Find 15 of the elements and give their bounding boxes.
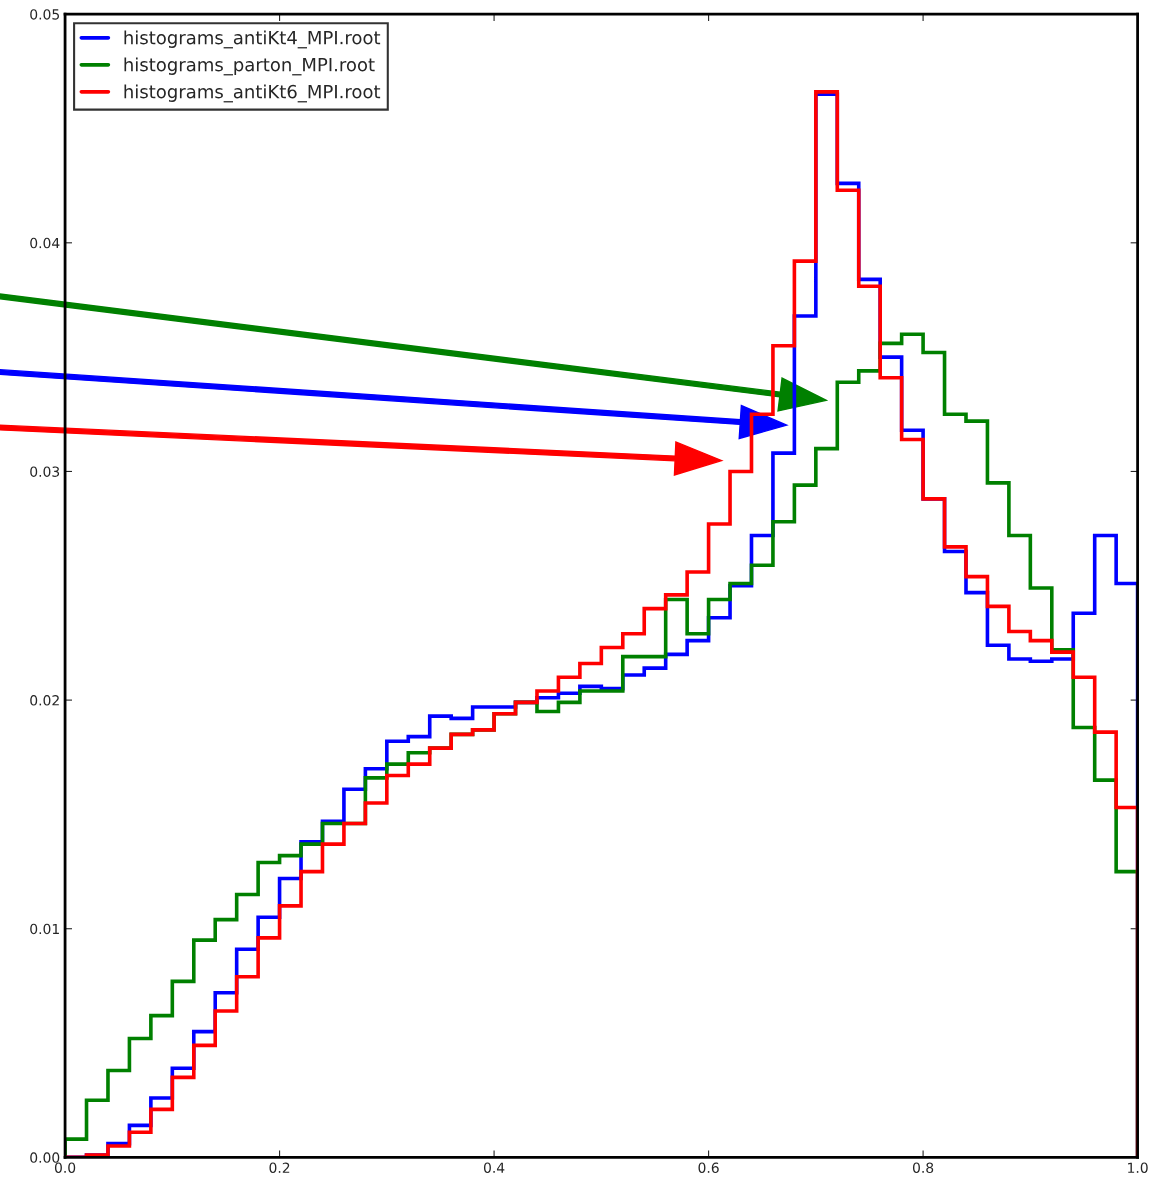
x-tick-label: 0.6 [698,1162,719,1173]
y-tick-label: 0.02 [30,695,59,706]
x-tick-label: 0.8 [912,1162,934,1173]
y-tick-label: 0.01 [30,923,59,935]
legend-label: histograms_parton_MPI.root [124,57,375,76]
x-tick-label: 1.0 [1128,1162,1148,1173]
legend-label: histograms_antiKt6_MPI.root [124,84,381,103]
y-tick-label: 0.03 [30,466,60,477]
legend-label: histograms_antiKt4_MPI.root [124,30,381,49]
y-tick-label: 0.04 [30,237,60,249]
x-tick-label: 0.0 [54,1162,76,1173]
x-tick-label: 0.2 [269,1162,290,1173]
y-tick-label: 0.00 [30,1152,60,1163]
x-tick-label: 0.4 [483,1162,505,1173]
y-tick-label: 0.05 [30,9,59,20]
